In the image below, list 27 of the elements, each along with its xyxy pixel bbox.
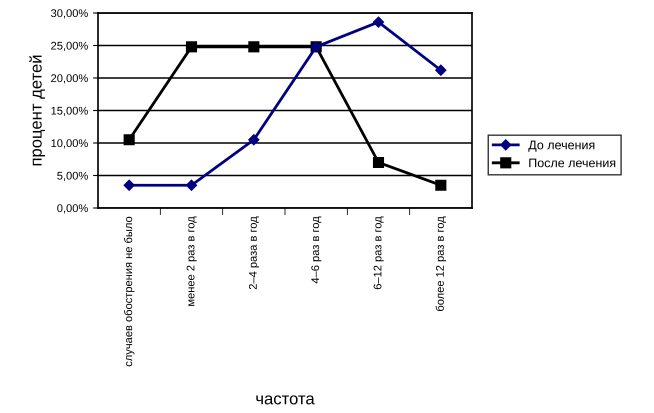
- x-axis-title: частота: [256, 395, 315, 404]
- point: [372, 16, 384, 28]
- point: [435, 180, 446, 191]
- point: [186, 41, 198, 52]
- point: [124, 134, 135, 146]
- legend-label: До лечения: [528, 140, 594, 152]
- x-tick-label: менее 2 раз в год: [186, 216, 197, 306]
- point: [372, 156, 384, 168]
- point: [248, 41, 260, 52]
- legend-label: После лечения: [529, 158, 616, 168]
- x-tick-label: 6–12 раз в год: [374, 216, 384, 290]
- point: [435, 64, 446, 76]
- point: [124, 180, 135, 191]
- y-tick-label: 30,00%: [51, 9, 88, 18]
- y-tick-label: 20,00%: [51, 74, 88, 84]
- y-tick-label: 0,00%: [57, 204, 88, 214]
- point: [248, 134, 260, 146]
- y-tick-label: 10,00%: [51, 139, 88, 148]
- y-axis-title: процент детей: [29, 56, 46, 166]
- y-tick-label: 5,00%: [57, 172, 88, 181]
- x-tick-label: 4–6 раз в год: [311, 216, 322, 284]
- x-tick-label: более 12 раз в год: [436, 216, 446, 311]
- x-tick-label: случаев обострения не было: [124, 216, 134, 366]
- y-tick-label: 25,00%: [51, 42, 88, 51]
- x-tick-label: 2–4 раза в год: [248, 216, 260, 290]
- y-tick-label: 15,00%: [51, 106, 88, 116]
- point: [186, 180, 198, 191]
